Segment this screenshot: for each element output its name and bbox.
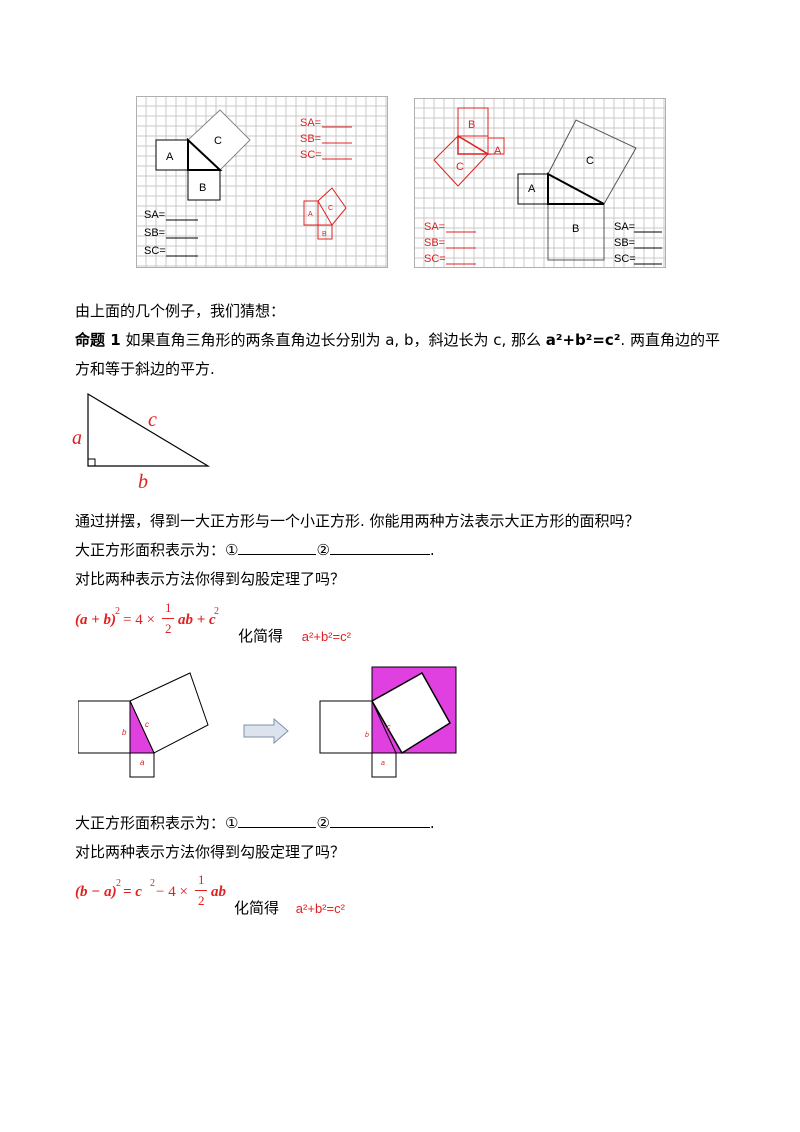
left-square-b [77,700,131,754]
proposition-label: 命题 1 [75,331,121,349]
s-c-red: SC= [300,149,322,161]
right-triangle-colored [371,700,397,754]
inner-square [370,671,452,755]
square-b [187,169,221,201]
s-c-red-2: SC= [424,253,446,265]
arrow-icon [243,717,289,745]
simplify2-label: 化简得 [234,899,280,917]
s-c-black-2: SC= [614,253,636,265]
blank-1[interactable] [238,540,317,555]
s-b-black: SB= [144,227,165,239]
simplify1-label: 化简得 [238,627,284,645]
triangle-figure: a b c [68,388,218,493]
simplify1-result: a²+b²=c² [301,629,351,644]
triangle-label-c: c [148,409,157,431]
small-label-b: B [322,231,327,238]
area1-mid: ② [316,541,330,559]
eq2-rhs-mid: − 4 × [156,884,188,900]
black-label-a: A [528,183,536,195]
simplify-1: 化简得 a²+b²=c² [238,626,351,647]
s-b-red-2: SB= [424,237,445,249]
area1-end: . [429,541,435,559]
triangle-label-a: a [72,427,82,449]
small-label-a: A [308,211,313,218]
black-label-c: C [586,155,594,167]
fig-label-c: c [145,720,149,729]
eq1-exp: 2 [115,606,120,617]
area2-mid: ② [316,814,330,832]
proposition-line1: 命题 1 如果直角三角形的两条直角边长分别为 a, b，斜边长为 c, 那么 a… [75,330,720,350]
right-triangle [187,137,223,171]
proposition-formula: a²+b²=c² [545,331,621,349]
label-b: B [199,182,206,194]
blank-3[interactable] [238,813,317,828]
triangle-label-b: b [138,471,148,492]
eq2-frac-num: 1 [198,872,205,887]
blank-2[interactable] [329,540,430,555]
eq2-rhs-pre: = c [123,884,142,900]
square-a [155,139,189,171]
proposition-line2: 方和等于斜边的平方. [75,360,215,378]
area-line-1: 大正方形面积表示为：① ②. [75,540,435,560]
simplify2-result: a²+b²=c² [295,901,345,916]
red-label-b: B [468,119,475,131]
fig-label-a: a [140,758,145,767]
right-label-b: b [365,732,369,739]
eq2-lhs: (b − a) [75,884,117,900]
compare-1: 对比两种表示方法你得到勾股定理了吗？ [75,570,346,588]
s-b-black-2: SB= [614,237,635,249]
grid-figure-1-svg: A B C SA= SB= SC= A B C SA= SB= SC= [136,96,388,268]
eq1-rhs-exp: 2 [214,606,219,617]
s-a-black: SA= [144,209,165,221]
fig-label-b: b [122,728,127,737]
label-c: C [214,135,222,147]
s-a-red-2: SA= [424,221,445,233]
red-label-a: A [494,145,502,157]
red-label-c: C [456,161,464,173]
s-a-black-2: SA= [614,221,635,233]
eq2-rhs-exp: 2 [150,878,155,889]
s-a-red: SA= [300,117,321,129]
s-c-black: SC= [144,245,166,257]
blank-4[interactable] [329,813,430,828]
eq1-rhs-pre: = 4 × [123,612,155,628]
proposition-text-before: 如果直角三角形的两条直角边长分别为 a, b，斜边长为 c, 那么 [125,331,546,349]
eq1-lhs: (a + b) [75,612,117,628]
proposition-text-after: . 两直角边的平 [620,331,720,349]
small-label-c: C [328,205,333,212]
area2-prefix: 大正方形面积表示为：① [75,814,239,832]
s-b-red: SB= [300,133,321,145]
grid-figure-1: A B C SA= SB= SC= A B C SA= SB= SC= [136,96,388,268]
eq2-frac-den: 2 [198,893,205,908]
right-square-b [319,700,373,754]
eq1-frac-den: 2 [165,621,172,636]
intro-text: 由上面的几个例子，我们猜想： [75,302,286,320]
left-triangle [129,700,155,754]
eq1-frac-bar [162,618,174,619]
eq1-rhs-post: ab + c [178,612,216,628]
grid-figure-2: B A C A B C SA= SB= SC= SA= SB= SC [414,98,666,268]
area2-end: . [429,814,435,832]
black-label-b: B [572,223,579,235]
area-line-2: 大正方形面积表示为：① ②. [75,813,435,833]
eq2-frac-bar [195,890,207,891]
right-square-a [371,752,397,778]
eq1-frac-num: 1 [165,600,172,615]
label-a: A [166,151,174,163]
eq2-exp: 2 [116,878,121,889]
eq2-rhs-post: ab [211,884,226,900]
question-1: 通过拼摆，得到一大正方形与一个小正方形. 你能用两种方法表示大正方形的面积吗？ [75,512,640,530]
compare-2: 对比两种表示方法你得到勾股定理了吗？ [75,843,346,861]
proof-figure: b a c b a c [77,665,478,795]
simplify-2: 化简得 a²+b²=c² [234,898,345,919]
grid-figure-2-svg: B A C A B C SA= SB= SC= SA= SB= SC [414,98,666,268]
right-label-c: c [387,724,391,731]
right-label-a: a [381,760,385,767]
area1-prefix: 大正方形面积表示为：① [75,541,239,559]
left-square-a [129,752,155,778]
